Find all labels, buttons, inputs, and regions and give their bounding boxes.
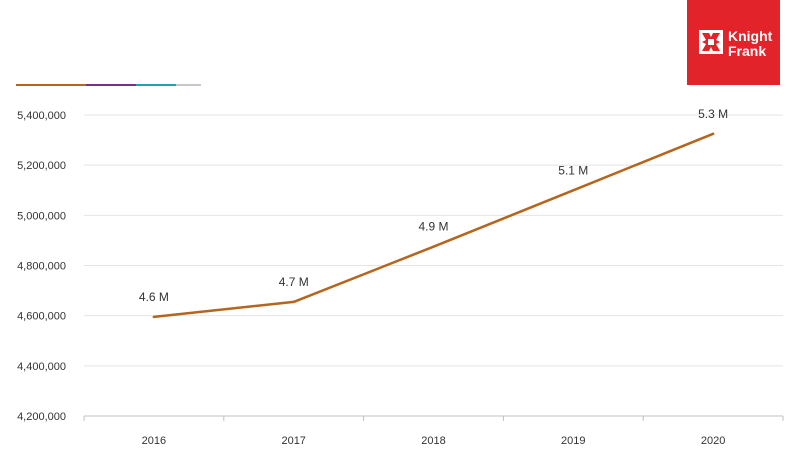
knight-frank-logo: Knight Frank xyxy=(687,0,780,85)
x-tick-label: 2018 xyxy=(421,435,445,447)
series-group xyxy=(152,132,715,319)
logo-text-line2: Frank xyxy=(728,43,766,59)
y-axis: 4,200,000 4,400,000 4,600,000 4,800,000 5,00… xyxy=(17,110,66,423)
gridlines xyxy=(84,114,783,417)
logo-emblem-icon xyxy=(699,30,723,54)
y-tick-label: 4,400,000 xyxy=(17,361,66,373)
data-point xyxy=(432,245,435,248)
accent-bar xyxy=(16,84,201,86)
data-point xyxy=(572,189,575,192)
x-axis: 2016 2017 2018 2019 2020 xyxy=(83,416,784,447)
x-tick-label: 2019 xyxy=(561,435,585,447)
accent-bar-segment xyxy=(136,84,176,86)
y-tick-label: 5,000,000 xyxy=(17,210,66,222)
y-tick-label: 4,800,000 xyxy=(17,261,66,273)
accent-bar-segment xyxy=(176,84,201,86)
accent-bar-segment xyxy=(86,84,136,86)
data-label: 5.1 M xyxy=(558,163,588,177)
x-tick-label: 2016 xyxy=(142,435,166,447)
y-tick-label: 4,200,000 xyxy=(17,411,66,423)
y-tick-label: 4,600,000 xyxy=(17,311,66,323)
logo-text-line1: Knight xyxy=(728,28,773,44)
data-labels: 4.6 M 4.7 M 4.9 M 5.1 M 5.3 M xyxy=(139,107,728,304)
data-point xyxy=(292,300,295,304)
x-tick-label: 2020 xyxy=(701,435,725,447)
data-label: 4.6 M xyxy=(139,290,169,304)
data-label: 5.3 M xyxy=(698,107,728,121)
data-point xyxy=(152,315,156,319)
data-label: 4.7 M xyxy=(279,275,309,289)
x-tick-label: 2017 xyxy=(281,435,305,447)
data-point xyxy=(711,132,715,136)
y-tick-label: 5,400,000 xyxy=(17,110,66,122)
y-tick-label: 5,200,000 xyxy=(17,160,66,172)
data-label: 4.9 M xyxy=(418,220,448,234)
accent-bar-segment xyxy=(16,84,86,86)
knight-frank-logo-mark: Knight Frank xyxy=(699,28,773,59)
